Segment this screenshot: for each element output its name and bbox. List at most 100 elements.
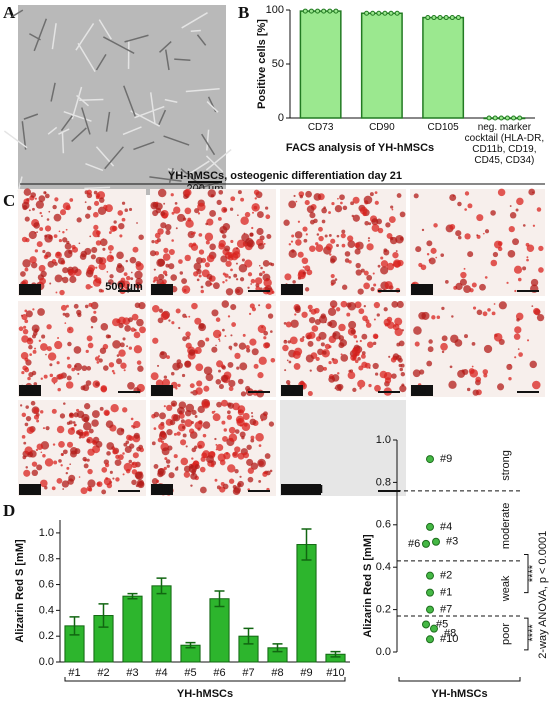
stain <box>156 258 165 268</box>
stain <box>369 192 374 197</box>
stain <box>49 373 54 378</box>
stain <box>163 375 168 379</box>
stain <box>63 402 66 405</box>
stain <box>304 200 310 206</box>
stain <box>237 405 246 413</box>
stain <box>370 287 375 292</box>
stain <box>181 278 188 284</box>
stain <box>435 256 438 259</box>
stain <box>251 348 259 356</box>
point <box>426 571 434 580</box>
stain <box>30 261 38 269</box>
stain <box>522 266 527 271</box>
stain <box>240 391 247 397</box>
stain <box>134 270 143 280</box>
stain <box>223 452 231 460</box>
stain <box>339 339 348 347</box>
stain <box>125 259 128 263</box>
stain <box>45 426 50 431</box>
stain <box>172 414 181 422</box>
stain <box>78 436 82 439</box>
stain <box>47 260 55 268</box>
stain <box>112 225 118 232</box>
stain <box>239 431 246 438</box>
cell <box>11 9 24 18</box>
stain <box>198 274 202 278</box>
stain <box>237 378 244 385</box>
stain <box>514 356 517 359</box>
stain <box>27 451 34 458</box>
stain <box>242 412 250 421</box>
y-tick-label: 0.2 <box>39 630 54 642</box>
stain <box>383 248 388 253</box>
stain <box>270 330 273 333</box>
stain <box>191 469 197 475</box>
stain <box>268 421 275 427</box>
stain <box>293 362 301 370</box>
stain <box>354 248 361 255</box>
cell <box>85 162 104 172</box>
stain <box>227 315 231 318</box>
stain <box>93 200 100 206</box>
stain <box>92 211 99 218</box>
cell <box>168 167 174 184</box>
stain <box>20 314 24 317</box>
stain <box>168 472 175 479</box>
stain <box>206 218 214 226</box>
stain <box>40 343 48 351</box>
stain <box>112 340 121 349</box>
stain <box>498 301 507 310</box>
stain <box>182 425 186 429</box>
stain <box>170 400 178 407</box>
stain <box>380 266 389 275</box>
stain <box>231 322 237 327</box>
error-bar <box>156 577 167 595</box>
bar <box>299 10 342 119</box>
stain <box>171 239 174 242</box>
stain <box>399 367 404 372</box>
stain <box>86 366 92 371</box>
stain <box>347 371 356 380</box>
stain <box>64 242 72 250</box>
stain <box>332 358 339 365</box>
stain <box>218 190 224 195</box>
stain <box>66 326 74 334</box>
stain <box>42 427 46 430</box>
stain <box>124 208 129 212</box>
stain <box>323 366 327 371</box>
stain <box>88 302 93 307</box>
stain <box>127 381 135 390</box>
replicate-dot <box>498 115 504 121</box>
stain <box>257 458 266 468</box>
stain <box>107 244 114 251</box>
stain <box>45 353 47 356</box>
region-label: poor <box>500 623 512 645</box>
panel-label: B <box>238 3 249 22</box>
stain <box>315 242 319 246</box>
stain <box>420 264 427 271</box>
stain <box>305 354 314 363</box>
stain <box>184 207 192 215</box>
stain <box>194 464 200 470</box>
stain <box>335 384 342 391</box>
stain <box>294 231 303 239</box>
error-bar <box>127 592 138 600</box>
stain <box>313 193 322 201</box>
stain <box>123 272 128 277</box>
stain <box>165 223 172 231</box>
cell <box>163 135 190 146</box>
stain <box>95 240 102 246</box>
stain <box>234 446 241 453</box>
stain <box>377 264 381 268</box>
stain <box>399 236 404 241</box>
stain <box>250 283 253 285</box>
stain <box>33 407 39 414</box>
stain <box>228 276 231 279</box>
stain <box>463 285 472 293</box>
stain <box>457 235 462 240</box>
stain <box>57 337 60 340</box>
stain <box>212 329 222 339</box>
cell <box>205 148 232 171</box>
stain <box>85 283 92 290</box>
stain <box>512 238 520 246</box>
